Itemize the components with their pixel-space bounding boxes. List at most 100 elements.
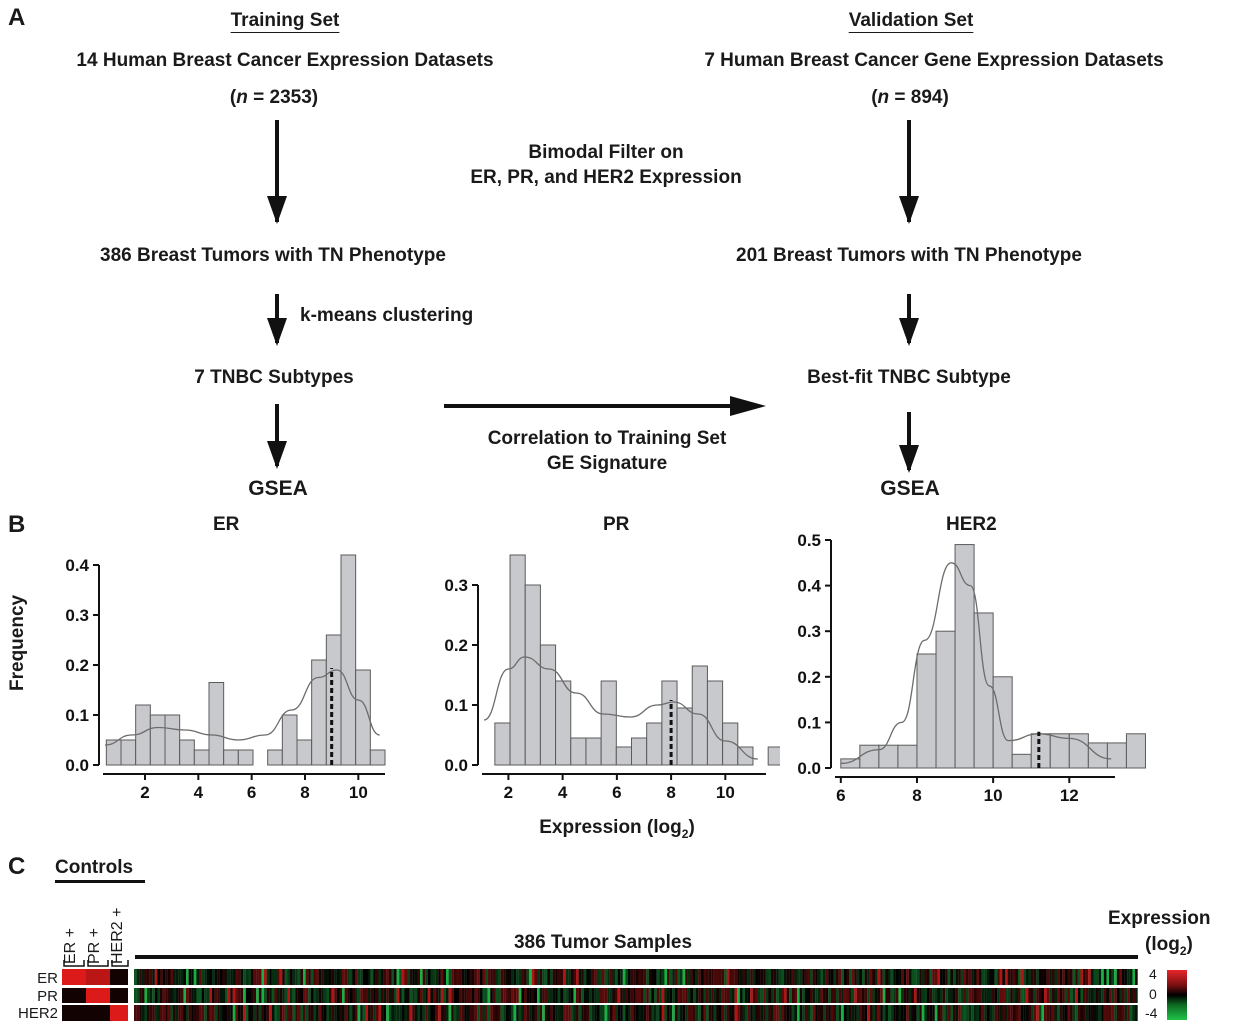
heatmap-cell bbox=[1038, 988, 1042, 1003]
heatmap-cell bbox=[864, 1005, 868, 1021]
heatmap-cell bbox=[578, 969, 582, 985]
heatmap-cell bbox=[269, 969, 272, 985]
heatmap-row-label-pr: PR bbox=[37, 988, 58, 1005]
heatmap-cell bbox=[778, 988, 782, 1003]
heatmap-cell bbox=[737, 988, 740, 1003]
heatmap-cell bbox=[859, 969, 863, 985]
heatmap-cell bbox=[617, 988, 621, 1003]
heatmap-cell bbox=[854, 988, 857, 1003]
heatmap-cell bbox=[633, 969, 636, 985]
heatmap-cell bbox=[604, 1005, 608, 1021]
heatmap-cell bbox=[178, 988, 181, 1003]
heatmap-cell bbox=[1005, 988, 1008, 1003]
heatmap-cell bbox=[745, 988, 748, 1003]
heatmap-cell bbox=[615, 988, 618, 1003]
heatmap-cell bbox=[963, 988, 967, 1003]
histogram-bar bbox=[935, 630, 956, 769]
heatmap-cell bbox=[794, 969, 798, 985]
heatmap-cell bbox=[245, 988, 249, 1003]
heatmap-cell bbox=[643, 1005, 647, 1021]
heatmap-cell bbox=[630, 988, 634, 1003]
legend-title: Expression bbox=[1108, 908, 1211, 929]
heatmap-cell bbox=[830, 1005, 834, 1021]
heatmap-cell bbox=[1106, 1005, 1110, 1021]
heatmap-cell bbox=[347, 969, 350, 985]
heatmap-cell bbox=[230, 969, 233, 985]
heatmap-cell bbox=[477, 988, 480, 1003]
heatmap-cell bbox=[698, 969, 701, 985]
heatmap-cell bbox=[295, 988, 298, 1003]
heatmap-cell bbox=[230, 1005, 233, 1021]
heatmap-cell bbox=[245, 1005, 249, 1021]
heatmap-cell bbox=[682, 988, 686, 1003]
heatmap-cell bbox=[438, 969, 441, 985]
expression-label-sub: 2 bbox=[681, 826, 689, 841]
heatmap-cell bbox=[479, 988, 483, 1003]
heatmap-cell bbox=[1064, 969, 1068, 985]
heatmap-cell bbox=[240, 988, 244, 1003]
heatmap-cell bbox=[607, 969, 610, 985]
heatmap-cell bbox=[303, 1005, 306, 1021]
heatmap-cell bbox=[690, 1005, 694, 1021]
heatmap-cell bbox=[331, 1005, 335, 1021]
heatmap-cell bbox=[635, 969, 639, 985]
heatmap-cell bbox=[531, 1005, 535, 1021]
heatmap-cell bbox=[399, 969, 402, 985]
heatmap-cell bbox=[833, 1005, 837, 1021]
heatmap-cell bbox=[552, 969, 556, 985]
heatmap-cell bbox=[266, 988, 270, 1003]
heatmap-cell bbox=[469, 1005, 473, 1021]
heatmap-cell bbox=[141, 969, 145, 985]
heatmap-cell bbox=[875, 969, 878, 985]
heatmap-cell bbox=[360, 969, 363, 985]
heatmap-row-label-her2: HER2 bbox=[17, 1005, 58, 1022]
heatmap-cell bbox=[716, 1005, 720, 1021]
heatmap-cell bbox=[677, 1005, 681, 1021]
heatmap-cell bbox=[474, 1005, 478, 1021]
heatmap-cell bbox=[856, 969, 860, 985]
heatmap-cell bbox=[971, 988, 974, 1003]
heatmap-cell bbox=[703, 1005, 707, 1021]
training-gsea: GSEA bbox=[248, 477, 308, 500]
heatmap-cell bbox=[1046, 988, 1050, 1003]
heatmap-cell bbox=[518, 969, 522, 985]
histogram-bar bbox=[973, 612, 994, 769]
heatmap-cell bbox=[700, 1005, 704, 1021]
heatmap-cell bbox=[958, 988, 961, 1003]
heatmap-cell bbox=[799, 988, 803, 1003]
heatmap-cell bbox=[292, 969, 296, 985]
heatmap-cell bbox=[503, 988, 506, 1003]
heatmap-cell bbox=[477, 1005, 480, 1021]
heatmap-cell bbox=[968, 1005, 972, 1021]
heatmap-cell bbox=[412, 988, 415, 1003]
er-histogram-title: ER bbox=[213, 514, 240, 535]
heatmap-cell bbox=[170, 1005, 174, 1021]
heatmap-cell bbox=[508, 969, 512, 985]
heatmap-cell bbox=[485, 969, 488, 985]
heatmap-cell bbox=[440, 1005, 444, 1021]
heatmap-cell bbox=[282, 988, 285, 1003]
heatmap-cell bbox=[591, 1005, 595, 1021]
heatmap-cell bbox=[373, 988, 376, 1003]
heatmap-cell bbox=[401, 1005, 405, 1021]
heatmap-cell bbox=[420, 1005, 423, 1021]
heatmap-cell bbox=[789, 969, 792, 985]
heatmap-cell bbox=[568, 969, 571, 985]
heatmap-cell bbox=[552, 1005, 556, 1021]
heatmap-cell bbox=[500, 988, 504, 1003]
heatmap-cell bbox=[232, 1005, 236, 1021]
heatmap-cell bbox=[492, 988, 496, 1003]
heatmap-cell bbox=[256, 1005, 259, 1021]
heatmap-cell bbox=[773, 988, 777, 1003]
heatmap-cell bbox=[1015, 988, 1019, 1003]
heatmap-cell bbox=[1077, 1005, 1081, 1021]
heatmap-cell bbox=[1054, 969, 1058, 985]
heatmap-cell bbox=[326, 988, 330, 1003]
pr-histogram: 0.0 0.1 0.2 0.3 2 4 6 8 10 bbox=[444, 554, 780, 802]
heatmap-cell bbox=[786, 1005, 790, 1021]
heatmap-cell bbox=[750, 988, 753, 1003]
heatmap-cell bbox=[433, 988, 436, 1003]
histogram-bar bbox=[661, 680, 678, 766]
heatmap-cell bbox=[1114, 1005, 1117, 1021]
heatmap-cell bbox=[828, 969, 831, 985]
